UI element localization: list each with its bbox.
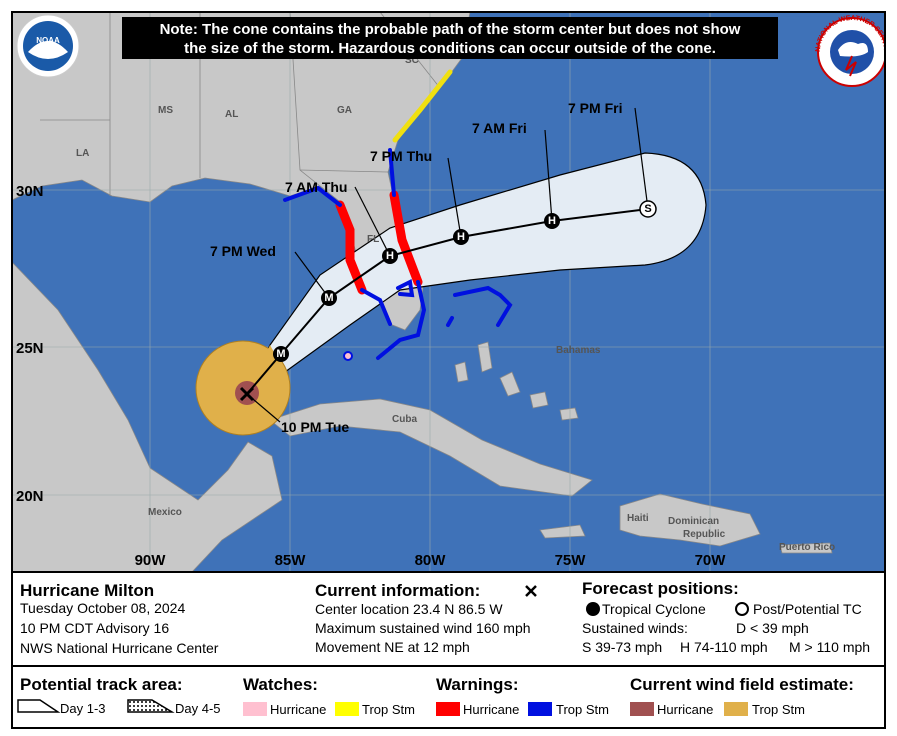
latitude-label: 20N: [16, 488, 44, 505]
place-label: Republic: [683, 529, 726, 540]
forecast-time: 7 PM Fri: [568, 100, 622, 116]
place-labels: MS AL GA LA FL SC Bahamas Cuba Mexico Ha…: [76, 55, 835, 553]
longitude-label: 75W: [555, 552, 587, 569]
point-letter: H: [386, 250, 394, 262]
forecast-title: Forecast positions:: [582, 579, 739, 598]
wind-hurricane-swatch: [630, 702, 654, 716]
wind-ts-swatch: [724, 702, 748, 716]
forecast-point: [273, 346, 289, 362]
forecast-time: 7 PM Thu: [370, 148, 432, 164]
legend-frame: [11, 571, 886, 729]
logo-text: NOAA: [36, 36, 60, 45]
map: M M H H H S MS AL GA LA FL SC Bahamas Cu…: [12, 12, 885, 572]
legend-item: Trop Stm: [362, 702, 415, 717]
legend-item: Hurricane: [270, 702, 326, 717]
watch-ts-swatch: [335, 702, 359, 716]
legend-item: Trop Stm: [556, 702, 609, 717]
place-label: GA: [337, 105, 352, 116]
forecast-point: [382, 248, 398, 264]
forecast-point: [544, 213, 560, 229]
warning-ts-swatch: [528, 702, 552, 716]
forecast-time: 7 AM Thu: [285, 179, 347, 195]
forecast-key: M > 110 mph: [789, 639, 870, 655]
legend-heading: Warnings:: [436, 675, 518, 694]
longitude-label: 70W: [695, 552, 727, 569]
place-label: Puerto Rico: [779, 542, 835, 553]
longitude-label: 80W: [415, 552, 447, 569]
place-label: Mexico: [148, 507, 182, 518]
noaa-logo: NOAA: [16, 14, 80, 78]
current-line: Center location 23.4 N 86.5 W: [315, 601, 503, 617]
point-letter: H: [457, 231, 465, 243]
legend-heading: Current wind field estimate:: [630, 675, 854, 694]
place-label: FL: [367, 234, 379, 245]
graticule: [12, 12, 885, 572]
forecast-key: H 74-110 mph: [680, 639, 768, 655]
current-title: Current information:: [315, 581, 480, 600]
legend-item: Day 4-5: [175, 701, 221, 716]
place-label: Haiti: [627, 513, 649, 524]
place-label: MS: [158, 105, 173, 116]
forecast-point: [453, 229, 469, 245]
current-line: Movement NE at 12 mph: [315, 639, 470, 655]
forecast-point: [639, 200, 657, 218]
office: NWS National Hurricane Center: [20, 640, 219, 656]
day13-swatch: [17, 699, 61, 713]
forecast-time: 10 PM Tue: [281, 419, 349, 435]
storm-name: Hurricane Milton: [20, 581, 154, 600]
forecast-key: S 39-73 mph: [582, 639, 662, 655]
warning-hurricane-swatch: [436, 702, 460, 716]
current-position: [239, 386, 255, 402]
forecast-key: Sustained winds:: [582, 620, 688, 636]
point-letter: S: [644, 203, 651, 215]
longitude-label: 85W: [275, 552, 307, 569]
current-line: Maximum sustained wind 160 mph: [315, 620, 531, 636]
note-line: the size of the storm. Hazardous conditi…: [184, 40, 716, 57]
label-leaders: [246, 107, 649, 423]
watch-hurricane-swatch: [243, 702, 267, 716]
place-label: Cuba: [392, 414, 417, 425]
day45-swatch: [127, 699, 175, 713]
point-letter: M: [324, 292, 333, 304]
forecast-point: [321, 290, 337, 306]
legend-item: Day 1-3: [60, 701, 106, 716]
legend-item: Hurricane: [463, 702, 519, 717]
place-label: AL: [225, 109, 238, 120]
forecast-key: Post/Potential TC: [753, 601, 862, 617]
legend-item: Trop Stm: [752, 702, 805, 717]
forecast-cone: [245, 152, 707, 396]
point-letter: M: [276, 348, 285, 360]
note-box: [122, 17, 778, 59]
forecast-key: D < 39 mph: [736, 620, 809, 636]
legend-heading: Potential track area:: [20, 675, 183, 694]
grid-labels: 30N 25N 20N 90W 85W 80W 75W 70W: [16, 183, 726, 569]
date: Tuesday October 08, 2024: [20, 600, 185, 616]
forecast-key: Tropical Cyclone: [602, 601, 706, 617]
current-symbol: [525, 585, 537, 597]
latitude-label: 30N: [16, 183, 44, 200]
place-label: LA: [76, 148, 89, 159]
place-label: Bahamas: [556, 345, 601, 356]
place-label: SC: [405, 55, 419, 66]
tropical-symbol: [586, 602, 600, 616]
forecast-points: M M H H H S: [273, 200, 657, 362]
place-label: Dominican: [668, 516, 719, 527]
forecast-labels: 10 PM Tue 7 PM Wed 7 AM Thu 7 PM Thu 7 A…: [210, 100, 622, 435]
point-letter: H: [548, 215, 556, 227]
post-symbol: [735, 602, 749, 616]
forecast-time: 7 AM Fri: [472, 120, 527, 136]
legend-item: Hurricane: [657, 702, 713, 717]
warnings: [283, 69, 513, 361]
legend-heading: Watches:: [243, 675, 318, 694]
forecast-time: 7 PM Wed: [210, 243, 276, 259]
advisory: 10 PM CDT Advisory 16: [20, 620, 169, 636]
latitude-label: 25N: [16, 340, 44, 357]
longitude-label: 90W: [135, 552, 167, 569]
note-line: Note: The cone contains the probable pat…: [160, 21, 741, 38]
